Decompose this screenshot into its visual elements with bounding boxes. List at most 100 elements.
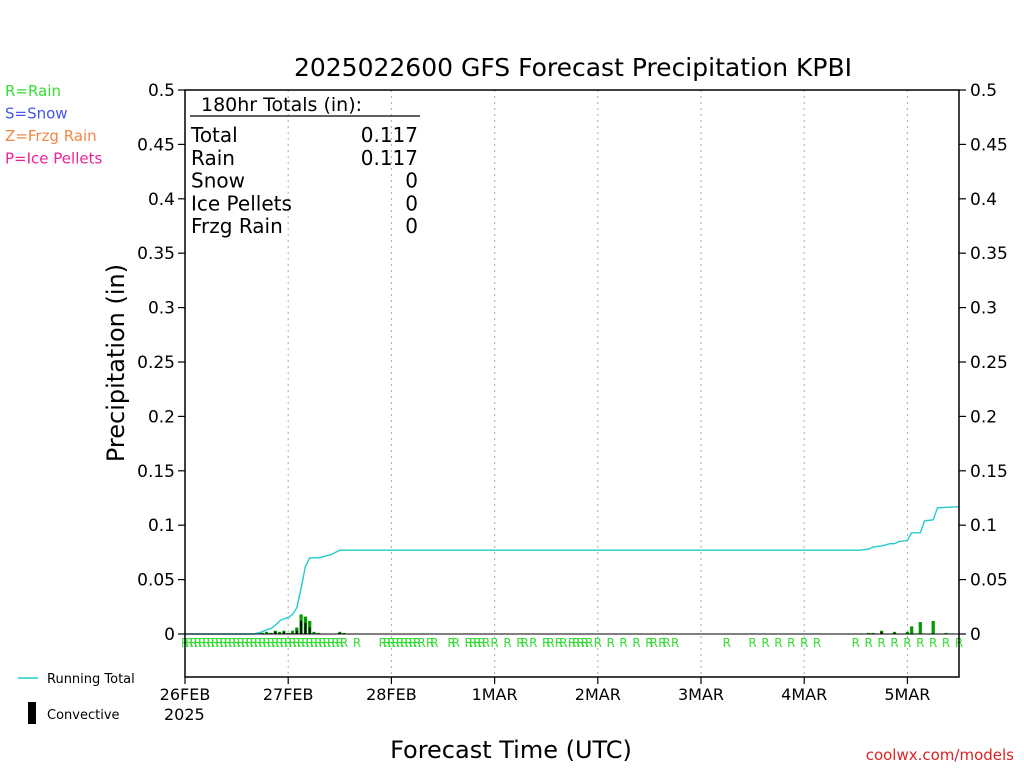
precip-type-mark: R: [297, 636, 305, 650]
running-total-line: [185, 506, 960, 635]
precip-type-mark: R: [228, 636, 236, 650]
precip-type-mark: R: [220, 636, 228, 650]
x-year-label: 2025: [164, 705, 205, 724]
precip-type-mark: R: [314, 636, 322, 650]
precip-bar: [265, 631, 269, 634]
precip-type-mark: R: [331, 636, 339, 650]
convective-bar: [338, 632, 341, 634]
precip-type-mark: R: [916, 636, 924, 650]
legend-bottom-label: Convective: [47, 708, 120, 723]
precip-type-mark: R: [211, 636, 219, 650]
precip-type-mark: R: [215, 636, 223, 650]
precip-type-mark: R: [929, 636, 937, 650]
y-tick-label-left: 0: [164, 625, 175, 645]
precip-type-legend: R=Rain S=Snow Z=Frzg Rain P=Ice Pellets: [5, 82, 102, 168]
precip-type-mark: R: [542, 636, 550, 650]
precip-bar: [290, 630, 295, 634]
precip-bar: [905, 631, 909, 634]
totals-row-label: Rain: [191, 146, 235, 170]
precip-type-mark: R: [379, 636, 387, 650]
y-tick-label-left: 0.3: [148, 299, 175, 319]
precip-type-mark: R: [877, 636, 885, 650]
precip-type-mark: R: [258, 636, 266, 650]
convective-bar: [308, 627, 311, 634]
y-tick-label-left: 0.5: [148, 81, 175, 101]
precip-bar: [286, 632, 290, 634]
precip-type-mark: R: [490, 636, 498, 650]
precip-type-mark: R: [865, 636, 873, 650]
precip-type-mark: R: [572, 636, 580, 650]
convective-bar: [283, 631, 285, 634]
x-tick-label: 4MAR: [781, 685, 827, 704]
precip-type-mark: R: [327, 636, 335, 650]
precip-type-mark: R: [465, 636, 473, 650]
y-axis-ticks: 0 00.05 0.050.1 0.10.15 0.150.2 0.20.25 0.250.…: [137, 81, 1008, 645]
precip-type-mark: R: [232, 636, 240, 650]
precip-type-mark: R: [323, 636, 331, 650]
precip-type-mark: R: [619, 636, 627, 650]
precip-type-mark: R: [301, 636, 309, 650]
precip-type-mark: R: [417, 636, 425, 650]
precip-type-mark: R: [585, 636, 593, 650]
totals-box: 180hr Totals (in): Total 0.117 Rain 0.117 Sno…: [190, 94, 420, 238]
y-tick-label-right: 0.1: [970, 516, 997, 536]
totals-row-value: 0: [405, 169, 418, 193]
y-tick-label-right: 0.15: [970, 462, 1008, 482]
legend-bar-swatch: [28, 702, 36, 724]
y-tick-label-left: 0.45: [137, 135, 175, 155]
precip-type-mark: R: [224, 636, 232, 650]
precip-bar: [871, 632, 875, 634]
x-axis-ticks: 26FEB 27FEB 28FEB 1MAR 2MAR 3MAR 4MAR 5MAR: [160, 677, 930, 704]
x-tick-label: 27FEB: [263, 685, 314, 704]
y-tick-label-right: 0.45: [970, 135, 1008, 155]
precip-type-mark: R: [340, 636, 348, 650]
x-tick-label: 28FEB: [366, 685, 417, 704]
grid-lines: [287, 90, 908, 677]
precip-type-mark: R: [383, 636, 391, 650]
y-tick-label-left: 0.1: [148, 516, 175, 536]
precip-bar: [342, 632, 346, 634]
totals-row-value: 0: [405, 191, 418, 215]
totals-row-value: 0.117: [361, 146, 418, 170]
precip-type-mark: R: [430, 636, 438, 650]
chart-title: 2025022600 GFS Forecast Precipitation KP…: [294, 53, 852, 82]
precip-type-mark: R: [198, 636, 206, 650]
credit-link[interactable]: coolwx.com/models: [866, 746, 1014, 764]
precip-type-mark: R: [662, 636, 670, 650]
precip-type-mark: R: [245, 636, 253, 650]
precip-type-mark: R: [516, 636, 524, 650]
precip-type-mark: R: [194, 636, 202, 650]
precip-type-mark: R: [275, 636, 283, 650]
precip-bar: [931, 620, 935, 634]
precip-type-mark: R: [800, 636, 808, 650]
precip-type-mark: R: [280, 636, 288, 650]
precip-type-mark: R: [353, 636, 361, 650]
convective-bar: [300, 620, 302, 634]
precip-type-mark: R: [241, 636, 249, 650]
precip-type-mark: R: [748, 636, 756, 650]
plot-frame: [184, 89, 960, 678]
y-tick-label-right: 0.35: [970, 244, 1008, 264]
precip-type-mark: R: [413, 636, 421, 650]
precip-type-mark: R: [250, 636, 258, 650]
totals-row-label: Ice Pellets: [191, 191, 292, 215]
precip-type-mark: R: [288, 636, 296, 650]
precip-type-mark: R: [452, 636, 460, 650]
totals-row-label: Total: [190, 123, 238, 147]
precip-type-mark: R: [318, 636, 326, 650]
y-tick-label-right: 0.05: [970, 571, 1008, 591]
precip-type-mark: R: [189, 636, 197, 650]
convective-bars: [274, 620, 896, 634]
precip-type-mark: R: [568, 636, 576, 650]
precip-type-mark: R: [723, 636, 731, 650]
precip-type-mark: R: [306, 636, 314, 650]
x-tick-label: 5MAR: [884, 685, 930, 704]
precip-bars: [256, 614, 948, 634]
totals-row-label: Snow: [191, 169, 245, 193]
precip-type-mark: R: [310, 636, 318, 650]
precip-bar: [312, 631, 316, 634]
precip-type-mark: R: [284, 636, 292, 650]
y-tick-label-right: 0.3: [970, 299, 997, 319]
precip-type-mark: R: [469, 636, 477, 650]
precip-type-mark: R: [671, 636, 679, 650]
